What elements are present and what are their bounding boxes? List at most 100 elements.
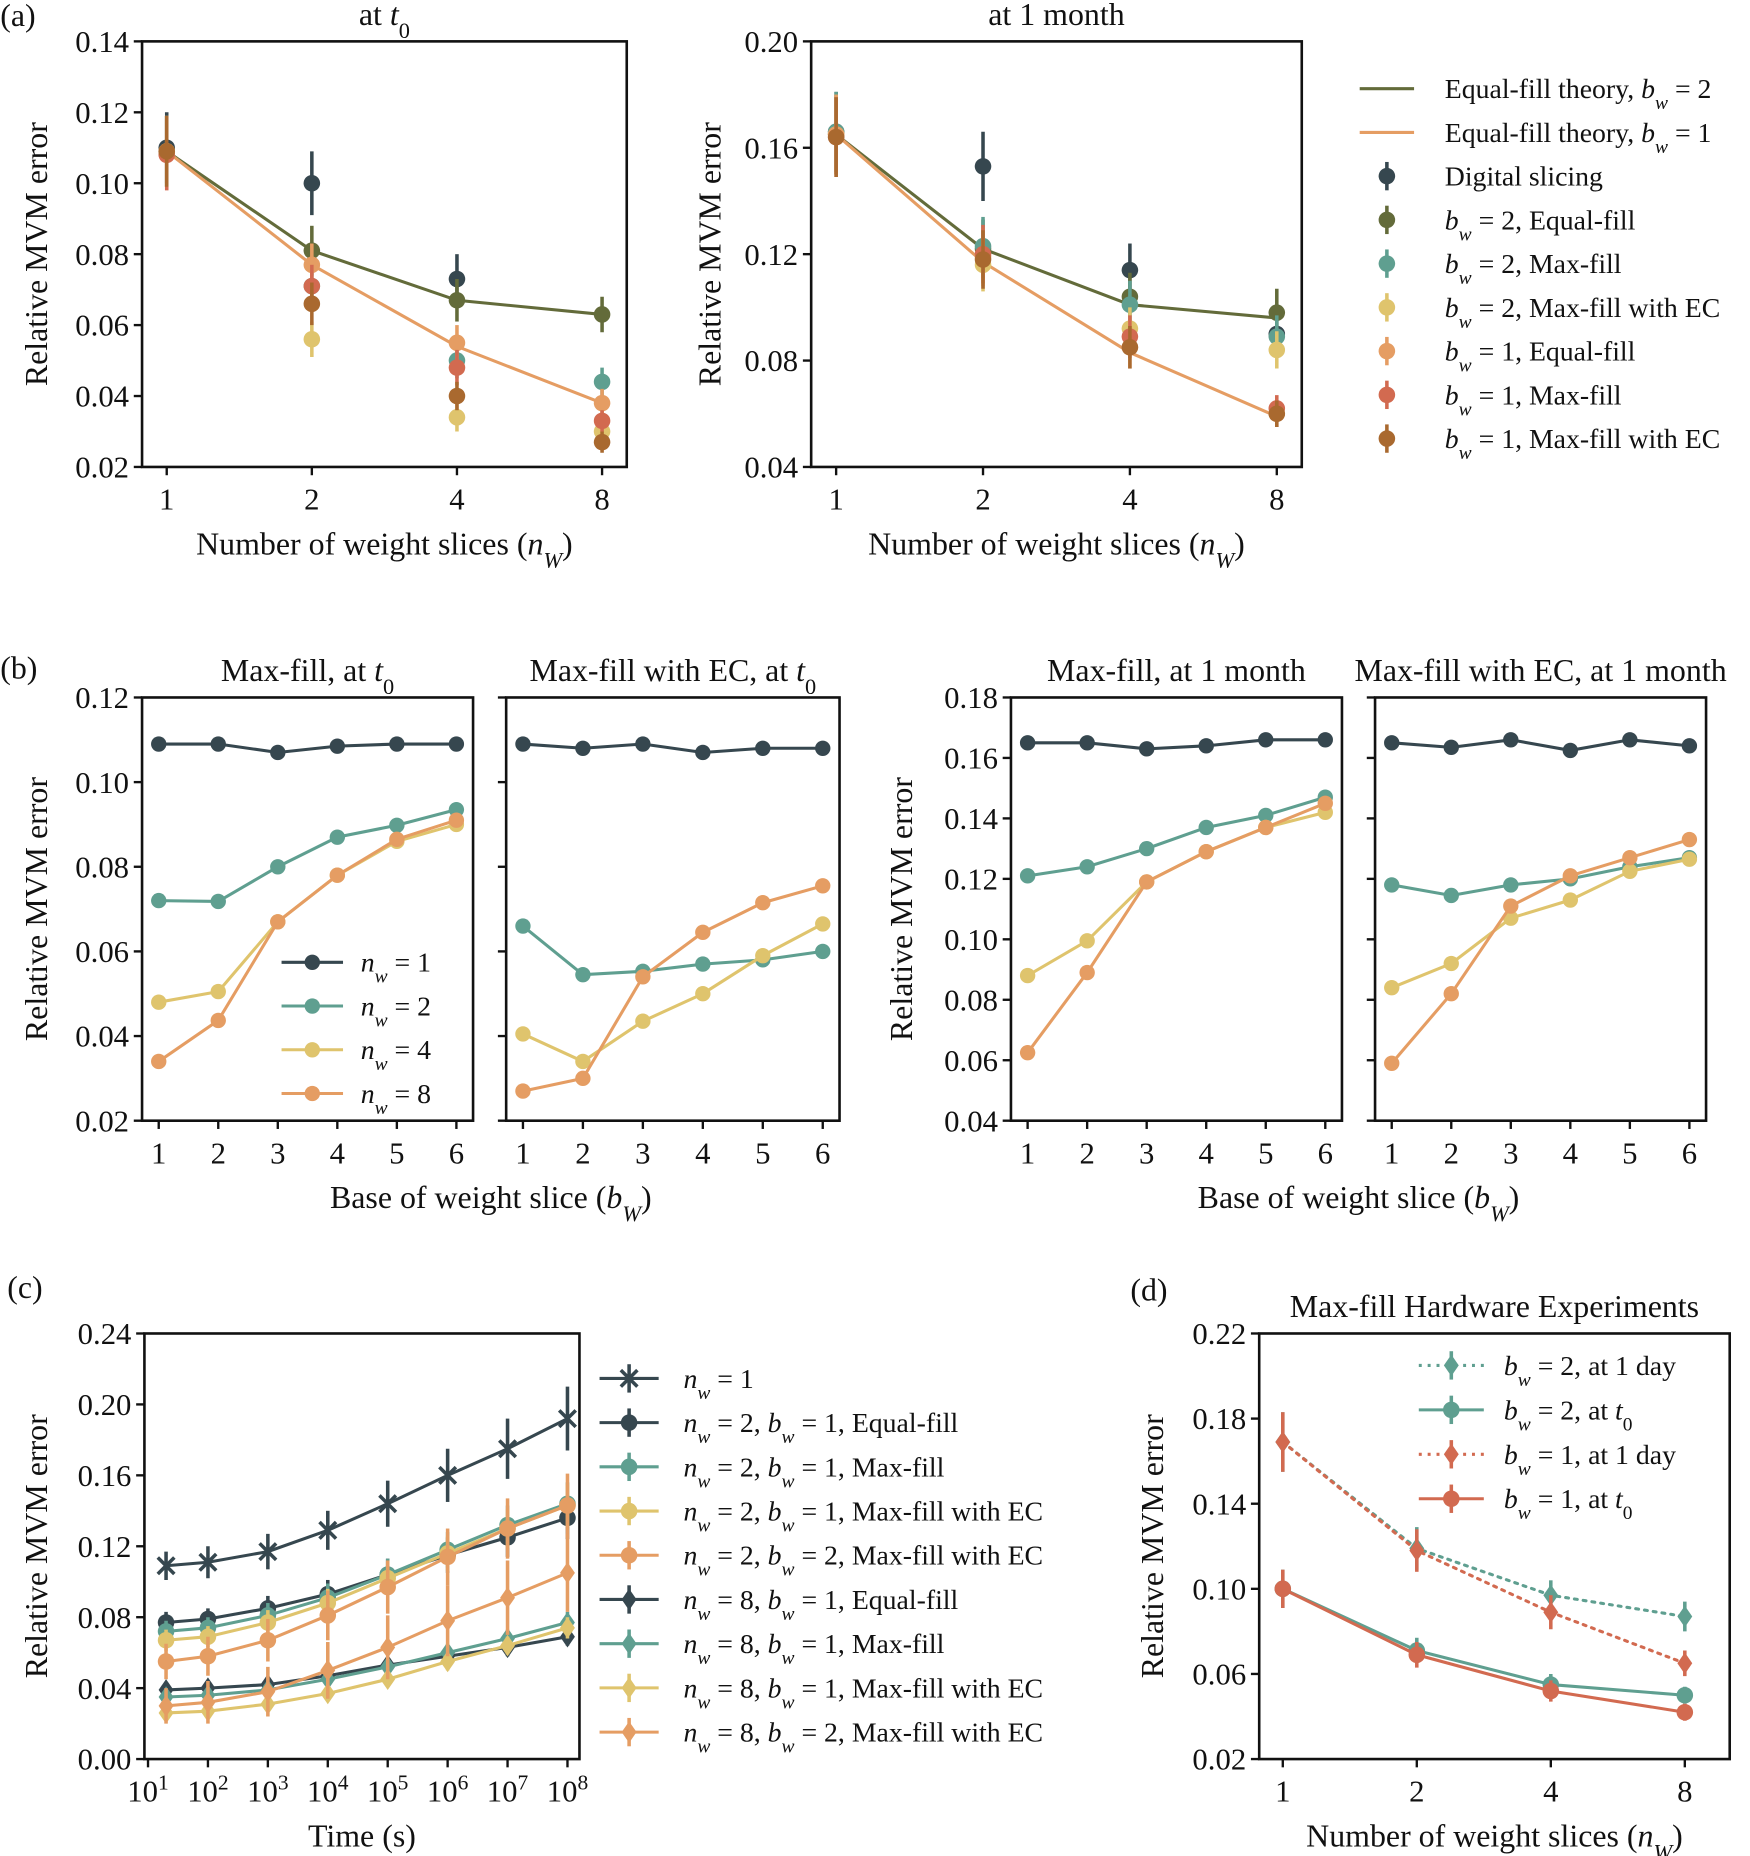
marker-circle: [1503, 732, 1519, 748]
y-tick-label: 0.06: [944, 1044, 998, 1078]
series-3: [1384, 851, 1698, 996]
x-tick-label: 2: [304, 483, 319, 517]
marker-circle: [199, 1647, 217, 1665]
marker-diamond: [621, 1588, 637, 1611]
series-4: [1019, 795, 1333, 1061]
series-line: [1281, 1587, 1687, 1714]
series-line: [834, 132, 1279, 418]
legend-entry: bw = 2, Max-fill with EC: [1378, 293, 1720, 332]
series-line: [1026, 801, 1327, 1055]
marker-circle: [575, 966, 591, 983]
legend-entry: nw = 2, bw = 1, Equal-fill: [599, 1408, 959, 1448]
marker-circle: [1079, 933, 1095, 949]
marker-circle: [1121, 338, 1139, 356]
x-tick-label: 3: [1139, 1136, 1154, 1170]
marker-circle: [1019, 967, 1036, 984]
panel-label-b: (b): [0, 651, 37, 686]
series-7: [158, 115, 611, 418]
x-tick-label: 107: [487, 1771, 529, 1809]
marker-x: [378, 1494, 398, 1514]
y-axis-label: Relative MVM error: [884, 777, 919, 1041]
y-tick-label: 0.18: [1192, 1402, 1246, 1436]
legend-entry: Equal-fill theory, bw = 1: [1359, 118, 1711, 157]
marker-circle: [1681, 831, 1698, 848]
marker-circle: [304, 954, 320, 970]
legend-label: bw = 1, Max-fill with EC: [1445, 424, 1720, 464]
marker-circle: [1019, 735, 1036, 751]
marker-circle: [329, 738, 346, 754]
series-1: [834, 132, 1279, 320]
series-4: [1384, 831, 1698, 1071]
y-tick-label: 0.12: [744, 238, 798, 272]
series-2: [165, 149, 604, 405]
series-line: [1390, 856, 1691, 898]
x-tick-label: 103: [247, 1771, 288, 1809]
y-tick-label: 0.10: [75, 766, 129, 800]
marker-circle: [1681, 851, 1698, 867]
series-line: [164, 1620, 570, 1699]
marker-circle: [1378, 386, 1396, 404]
series-8: [827, 97, 1286, 422]
series-line: [157, 742, 458, 755]
y-tick-label: 0.10: [944, 923, 998, 957]
marker-circle: [448, 359, 466, 376]
marker-circle: [575, 1070, 591, 1087]
marker-circle: [1268, 405, 1286, 423]
series-5: [158, 115, 611, 397]
y-tick-label: 0.24: [78, 1317, 132, 1351]
marker-circle: [695, 986, 711, 1002]
y-tick-label: 0.06: [75, 935, 129, 969]
marker-circle: [695, 924, 711, 941]
chart-title: at 1 month: [988, 0, 1125, 32]
marker-diamond: [1443, 1443, 1459, 1466]
series-line: [1281, 1440, 1687, 1665]
series-line: [1026, 795, 1327, 878]
y-axis-label: Relative MVM error: [19, 122, 54, 386]
marker-circle: [593, 394, 611, 412]
marker-x: [318, 1520, 338, 1540]
series-5: [827, 91, 1286, 358]
series-line: [1390, 857, 1691, 990]
marker-circle: [695, 744, 711, 761]
plot-frame: [1257, 1332, 1732, 1761]
marker-circle: [304, 1085, 320, 1102]
marker-circle: [303, 331, 321, 348]
marker-circle: [593, 306, 611, 323]
y-axis-label: Relative MVM error: [19, 1414, 54, 1678]
marker-circle: [515, 1026, 531, 1042]
marker-x: [498, 1439, 518, 1459]
y-axis-label: Relative MVM error: [693, 122, 728, 386]
plot-frame: [809, 40, 1304, 469]
series-2: [1019, 789, 1333, 884]
marker-x: [156, 1556, 176, 1576]
legend-label: nw = 8, bw = 2, Max-fill with EC: [683, 1718, 1043, 1758]
series-3: [1019, 804, 1333, 984]
x-axis-label-b-right: Base of weight slice (bW): [1198, 1180, 1520, 1226]
legend-label: bw = 1, Equal-fill: [1445, 337, 1636, 377]
plot-area: [827, 91, 1286, 428]
marker-circle: [1378, 211, 1396, 229]
x-tick-label: 4: [1543, 1775, 1558, 1809]
marker-circle: [304, 998, 320, 1014]
marker-circle: [448, 270, 466, 288]
marker-circle: [151, 1053, 167, 1070]
marker-circle: [755, 740, 771, 756]
legend-entry: Digital slicing: [1378, 162, 1603, 193]
x-tick-label: 4: [449, 483, 464, 517]
marker-circle: [1079, 859, 1095, 875]
x-tick-label: 8: [1677, 1775, 1692, 1809]
marker-circle: [575, 1053, 591, 1070]
series-line: [164, 1417, 570, 1568]
panel-label-d: (d): [1130, 1272, 1167, 1307]
series-line: [1390, 738, 1691, 752]
marker-circle: [389, 831, 405, 847]
legend-label: Equal-fill theory, bw = 2: [1445, 74, 1712, 114]
chart-title: Max-fill with EC, at t0: [529, 653, 816, 699]
x-tick-label: 3: [270, 1136, 285, 1170]
legend-entry: nw = 1: [281, 948, 431, 987]
x-tick-label: 102: [187, 1771, 228, 1809]
marker-diamond: [560, 1562, 575, 1584]
legend-label: nw = 2, bw = 1, Equal-fill: [683, 1408, 958, 1448]
legend-label: bw = 1, at 1 day: [1504, 1440, 1676, 1480]
